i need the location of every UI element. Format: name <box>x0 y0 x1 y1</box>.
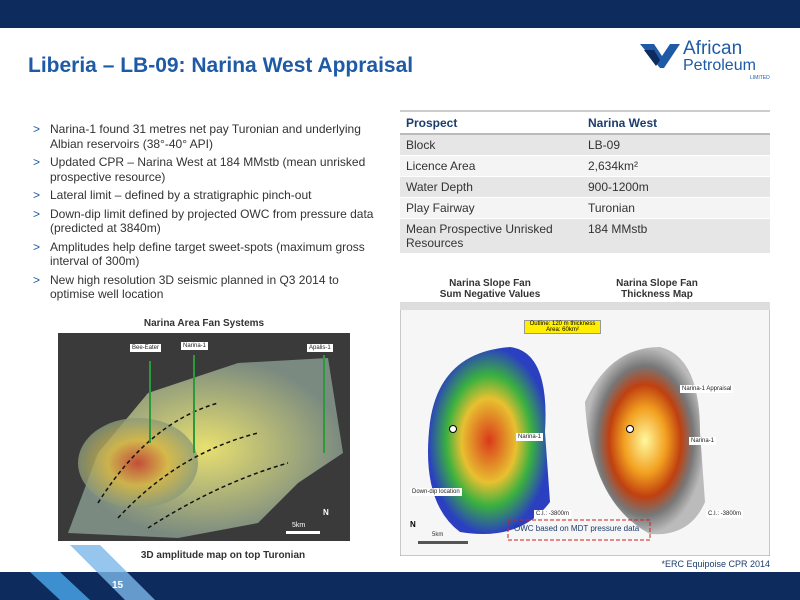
cell: Turonian <box>582 197 770 219</box>
page-number: 15 <box>112 580 124 591</box>
map-label: C.I.: -3800m <box>706 510 744 518</box>
map-title: Narina Area Fan Systems <box>143 318 265 329</box>
well-label: Bee-Eater <box>130 344 162 352</box>
table-header: Prospect <box>400 113 582 135</box>
cell: Play Fairway <box>400 197 582 219</box>
map-title: Narina Slope Fan Sum Negative Values <box>439 278 541 300</box>
cell: LB-09 <box>582 134 770 156</box>
bullet-text: Amplitudes help define target sweet-spot… <box>50 239 365 269</box>
logo-text: African <box>683 38 743 59</box>
bullet-list: > Narina-1 found 31 metres net pay Turoni… <box>33 122 383 306</box>
slide-title: Liberia – LB-09: Narina West Appraisal <box>28 54 414 77</box>
map-label: Narina-1 <box>516 433 544 441</box>
cell: Mean Prospective Unrisked Resources <box>400 218 582 254</box>
bullet-marker: > <box>33 206 41 221</box>
map-label: C.I.: -3800m <box>534 510 572 518</box>
scale-label: 5km <box>432 532 444 538</box>
logo-mark <box>640 44 680 68</box>
bullet: > New high resolution 3D seismic planned … <box>33 273 383 302</box>
bullet-marker: > <box>33 239 41 254</box>
bullet-marker: > <box>33 272 41 287</box>
north-arrow: N <box>323 508 329 517</box>
cell: 900-1200m <box>582 176 770 198</box>
amplitude-map <box>58 333 350 541</box>
cell: Licence Area <box>400 155 582 177</box>
map-title: Narina Slope Fan Thickness Map <box>616 278 698 300</box>
logo-text: Petroleum <box>683 57 756 74</box>
well-label: Narina-1 <box>181 342 209 350</box>
footer-stripes <box>30 545 155 600</box>
caption: 3D amplitude map on top Turonian <box>140 550 306 561</box>
north-arrow: N <box>410 520 416 529</box>
bullet: > Lateral limit – defined by a stratigrap… <box>33 188 383 203</box>
bullet-marker: > <box>33 188 41 202</box>
bullet-marker: > <box>33 155 41 169</box>
bullet-marker: > <box>33 122 41 136</box>
cell: 2,634km² <box>582 155 770 177</box>
rule <box>400 110 770 112</box>
map-label: Down-dip location <box>410 488 462 496</box>
footnote: *ERC Equipoise CPR 2014 <box>661 559 770 569</box>
bullet-text: Updated CPR – Narina West at 184 MMstb (… <box>50 155 366 184</box>
logo-text: LIMITED <box>750 75 770 81</box>
cell: 184 MMstb <box>582 218 770 254</box>
well-label: Apalis-1 <box>307 344 333 352</box>
bullet: > Narina-1 found 31 metres net pay Turoni… <box>33 122 383 151</box>
bullet: > Down-dip limit defined by projected OWC… <box>33 207 383 236</box>
scale-label: 5km <box>292 522 306 529</box>
bullet-text: Down-dip limit defined by projected OWC … <box>50 206 374 236</box>
map-label: Narina-1 <box>689 437 717 445</box>
map-label: Narina-1 Appraisal <box>680 385 734 393</box>
bullet: > Updated CPR – Narina West at 184 MMstb … <box>33 155 383 184</box>
owc-note: OWC based on MDT pressure data <box>514 524 640 533</box>
top-bar <box>0 0 800 28</box>
bullet-text: Narina-1 found 31 metres net pay Turonia… <box>50 122 361 151</box>
outline-note: Outline: 120 m thickness Area: 60km² <box>524 320 601 334</box>
cell: Block <box>400 134 582 156</box>
bullet-text: New high resolution 3D seismic planned i… <box>50 272 339 302</box>
data-table: Prospect Narina West Block LB-09 Licence A… <box>400 113 770 254</box>
bullet-text: Lateral limit – defined by a stratigraph… <box>50 188 312 202</box>
table-header: Narina West <box>582 113 770 135</box>
bullet: > Amplitudes help define target sweet-spo… <box>33 240 383 269</box>
cell: Water Depth <box>400 176 582 198</box>
